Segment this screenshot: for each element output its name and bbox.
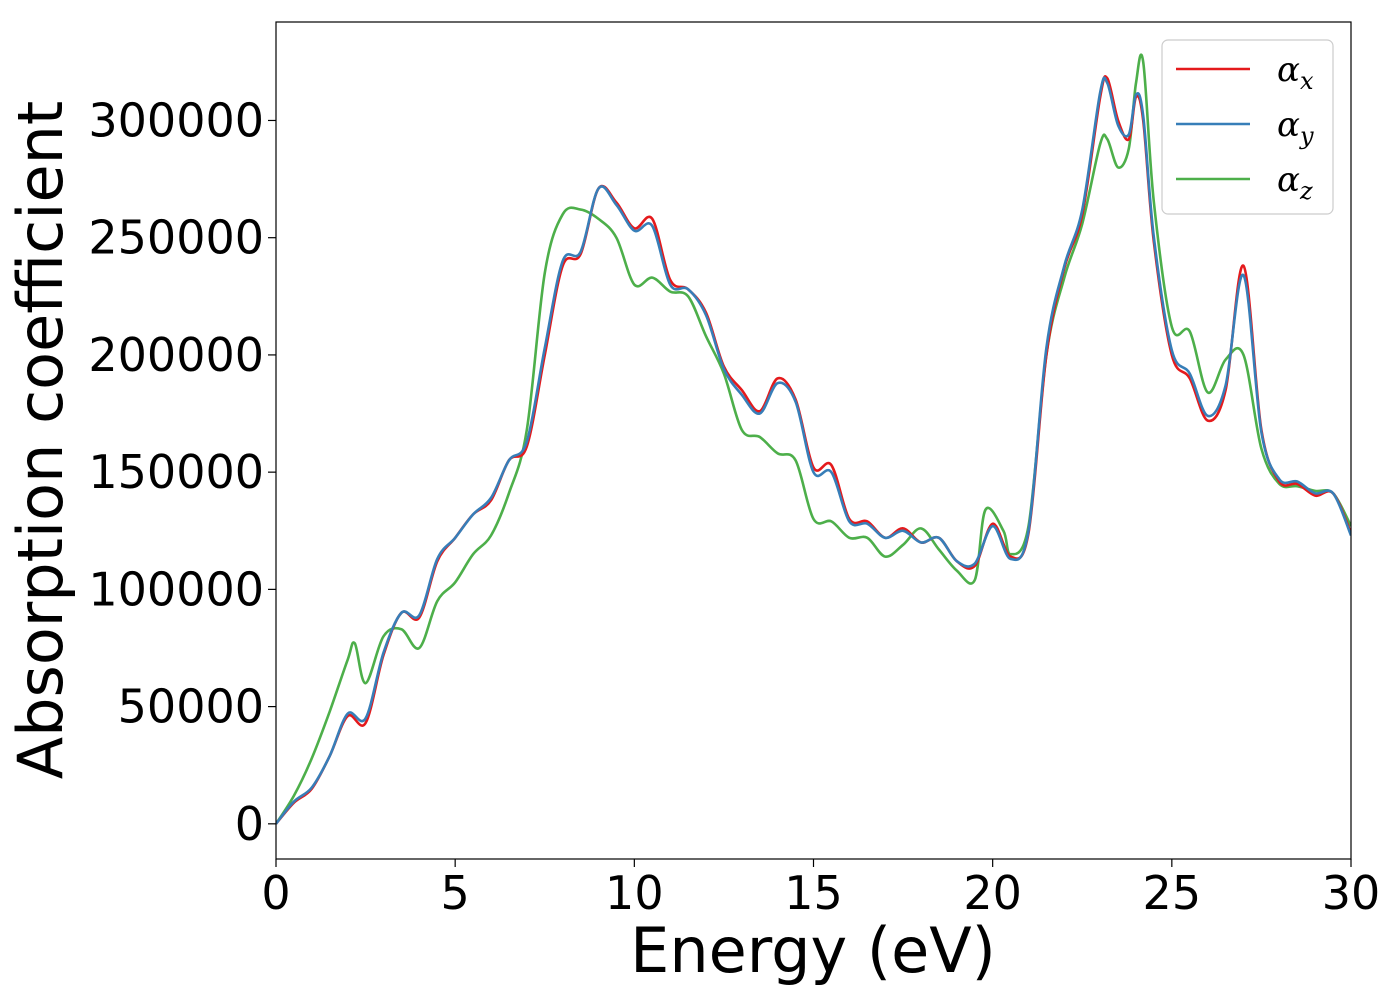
series-layer — [276, 53, 1351, 825]
legend-label-z: αz — [1277, 160, 1313, 205]
x-tick-label: 5 — [441, 866, 470, 920]
y-axis-title: Absorption coefficient — [4, 101, 77, 780]
x-tick-label: 0 — [261, 866, 290, 920]
x-tick-label: 10 — [605, 866, 664, 920]
x-axis-title: Energy (eV) — [630, 914, 996, 987]
x-tick-label: 20 — [963, 866, 1022, 920]
y-axis: 0 50000 100000 150000 200000 250000 300000 — [88, 93, 276, 851]
y-tick-label: 100000 — [88, 562, 264, 616]
series-line-y — [276, 76, 1351, 825]
y-tick-label: 300000 — [88, 93, 264, 147]
legend-box — [1161, 39, 1334, 215]
x-tick-label: 25 — [1143, 866, 1202, 920]
y-tick-label: 50000 — [118, 680, 264, 734]
x-tick-label: 15 — [784, 866, 843, 920]
y-tick-label: 150000 — [88, 445, 264, 499]
y-tick-label: 200000 — [88, 328, 264, 382]
x-tick-label: 30 — [1322, 866, 1381, 920]
y-tick-label: 0 — [235, 797, 264, 851]
x-axis: 0 5 10 15 20 25 30 — [261, 859, 1380, 920]
series-line-z — [276, 53, 1351, 825]
y-tick-label: 250000 — [88, 211, 264, 265]
